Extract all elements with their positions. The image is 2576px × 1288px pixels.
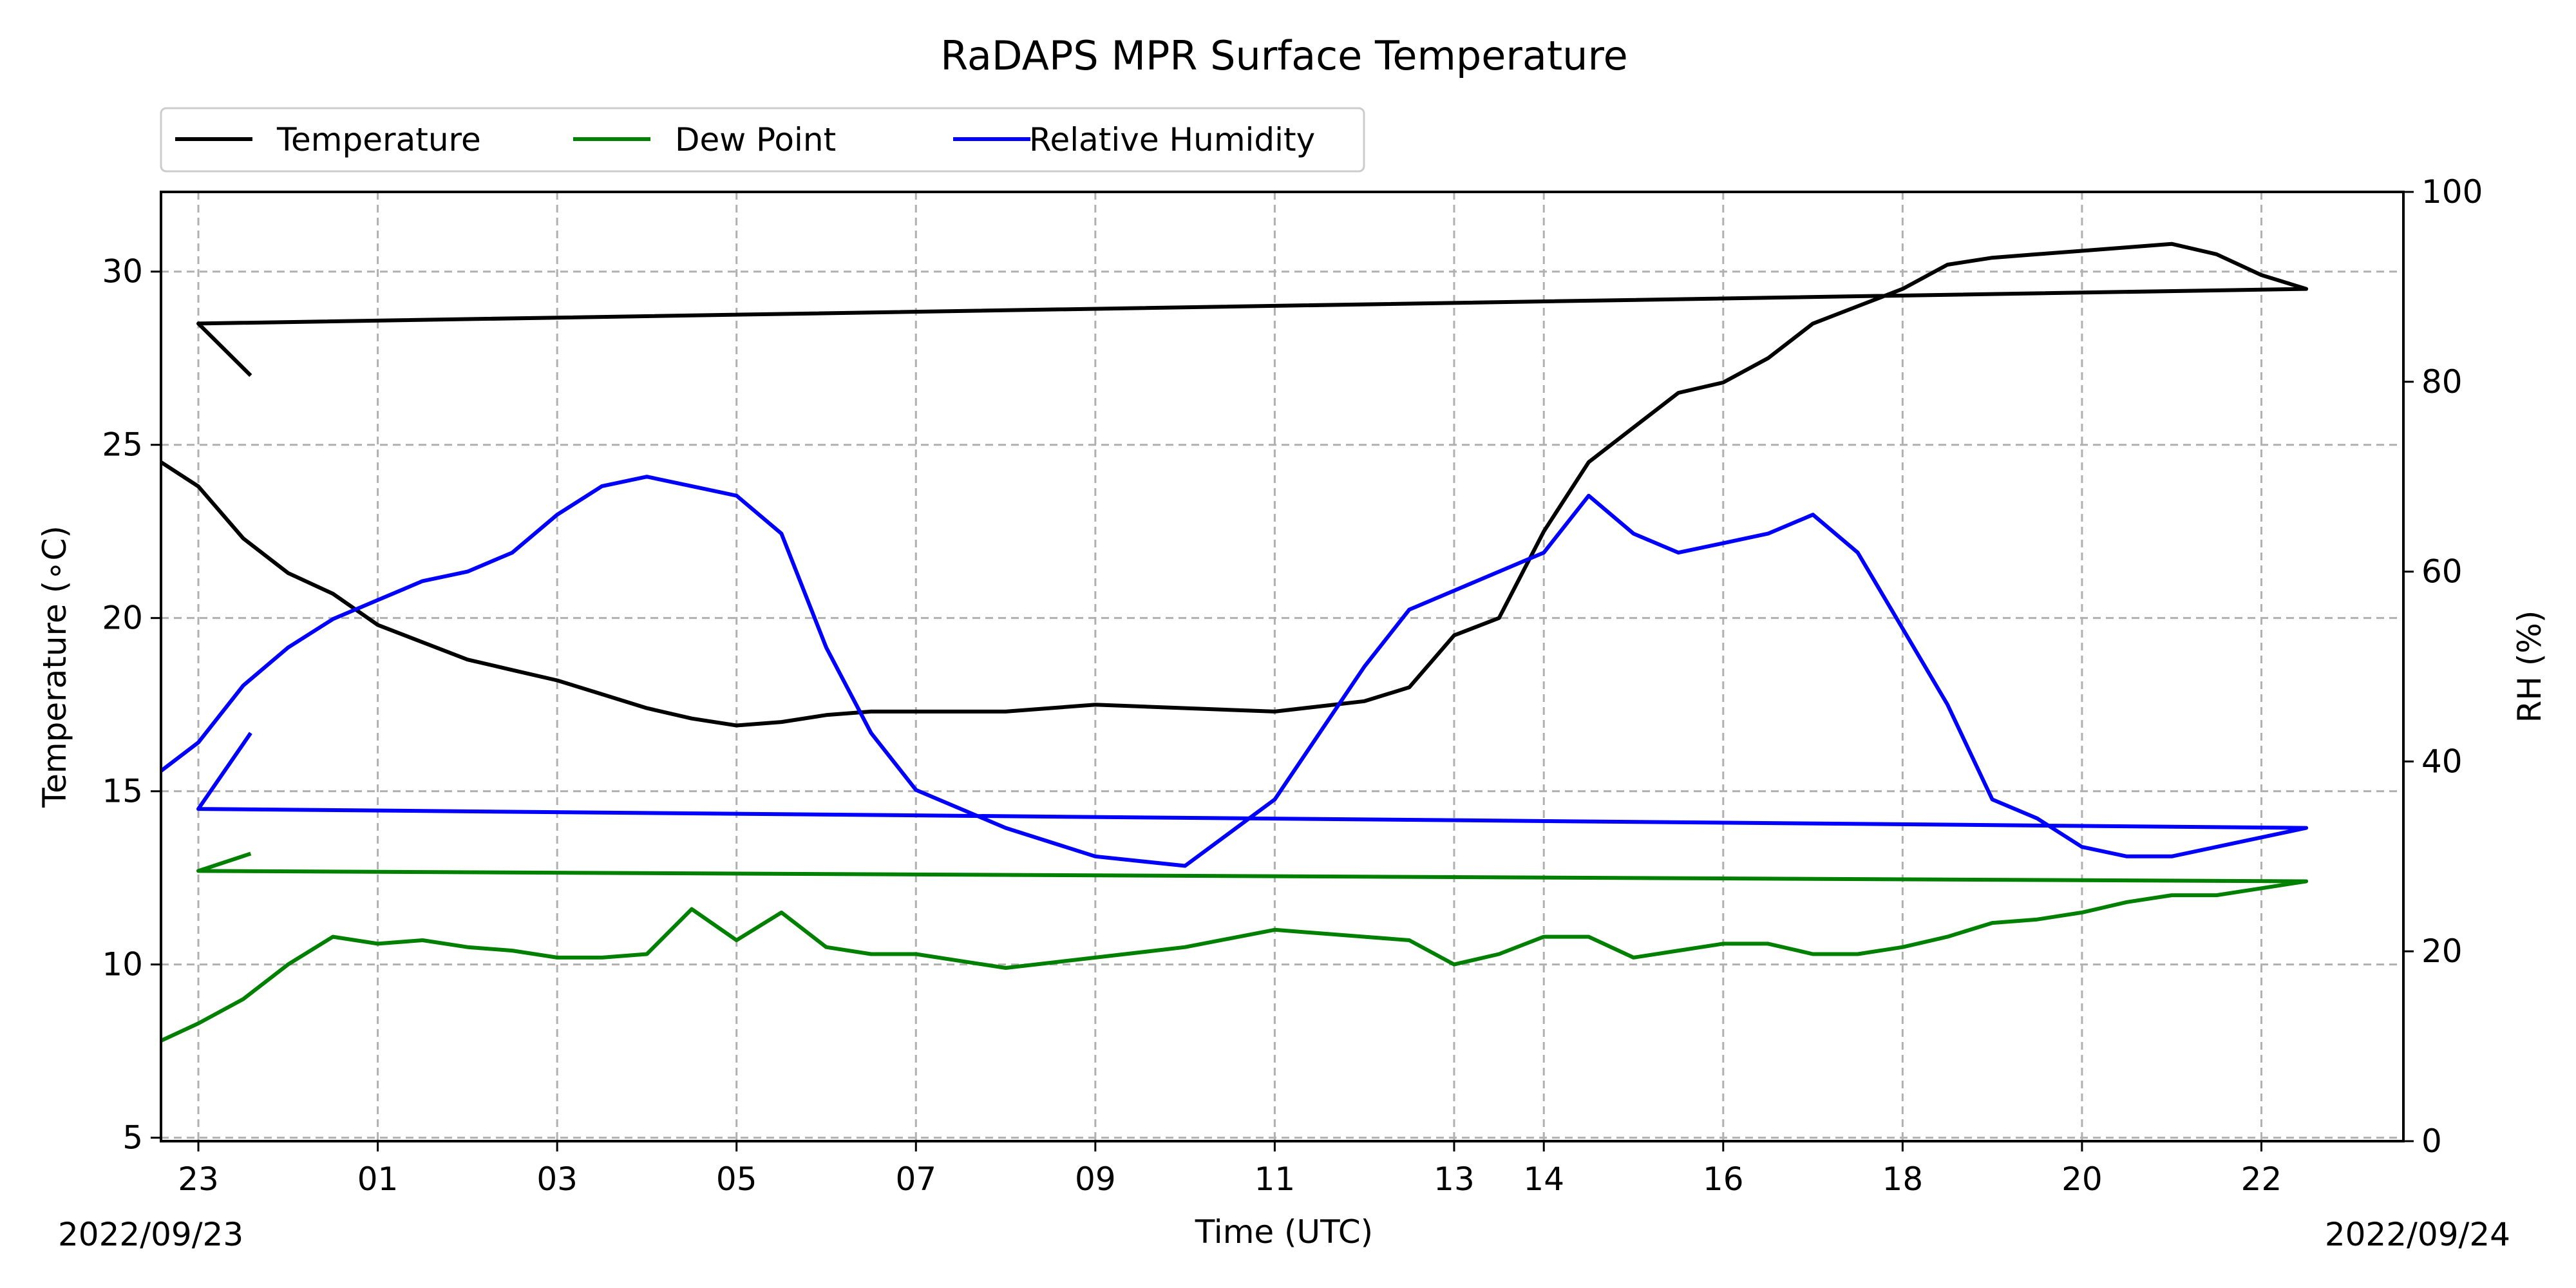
y-left-tick-label: 30	[102, 253, 143, 290]
left-axis: 5 10 15 20 25 30	[102, 253, 161, 1157]
end-date-label: 2022/09/24	[2325, 1216, 2510, 1253]
y-axis-right-label: RH (%)	[2511, 611, 2548, 723]
y-axis-left-label: Temperature (∘C)	[36, 526, 73, 808]
y-left-tick-label: 5	[122, 1119, 143, 1157]
x-axis: 23 01 03 05 07 09 11 13 14 16 18 20 22	[178, 1141, 2282, 1198]
legend-label-dew-point: Dew Point	[675, 121, 836, 158]
x-tick-label: 18	[1882, 1160, 1924, 1198]
y-left-tick-label: 25	[102, 426, 143, 464]
x-tick-label: 05	[716, 1160, 757, 1198]
legend-item-temperature: Temperature	[175, 121, 481, 158]
legend-item-relative-humidity: Relative Humidity	[953, 121, 1315, 158]
legend-box	[160, 107, 1365, 173]
y-right-tick-label: 20	[2421, 933, 2463, 970]
y-right-tick-label: 0	[2421, 1122, 2442, 1160]
x-tick-label: 20	[2061, 1160, 2103, 1198]
start-date-label: 2022/09/23	[58, 1216, 243, 1253]
x-tick-label: 07	[895, 1160, 936, 1198]
x-axis-label: Time (UTC)	[1195, 1213, 1373, 1251]
y-left-tick-label: 15	[102, 773, 143, 810]
y-right-tick-label: 80	[2421, 363, 2463, 401]
y-right-tick-label: 100	[2421, 173, 2483, 211]
series-layer	[160, 242, 2309, 1043]
legend-label-relative-humidity: Relative Humidity	[1029, 121, 1315, 158]
x-tick-label: 09	[1075, 1160, 1116, 1198]
x-tick-label: 14	[1523, 1160, 1564, 1198]
x-tick-label: 23	[178, 1160, 219, 1198]
plot-frame	[160, 191, 2405, 1142]
x-tick-label: 03	[536, 1160, 578, 1198]
y-left-tick-label: 10	[102, 946, 143, 983]
right-axis: 0 20 40 60 80 100	[2403, 173, 2483, 1160]
chart-title: RaDAPS MPR Surface Temperature	[940, 32, 1628, 79]
x-tick-label: 16	[1703, 1160, 1744, 1198]
y-right-tick-label: 60	[2421, 553, 2463, 591]
y-right-tick-label: 40	[2421, 743, 2463, 780]
x-tick-label: 01	[357, 1160, 399, 1198]
series-line-relative-humidity	[160, 475, 2309, 868]
x-tick-label: 11	[1255, 1160, 1296, 1198]
series-line-dew-point	[160, 851, 2309, 1043]
y-left-tick-label: 20	[102, 600, 143, 637]
x-tick-label: 22	[2241, 1160, 2282, 1198]
legend-item-dew-point: Dew Point	[573, 121, 836, 158]
legend-label-temperature: Temperature	[276, 121, 481, 158]
x-tick-label: 13	[1434, 1160, 1475, 1198]
legend: Temperature Dew Point Relative Humidity	[160, 107, 1365, 173]
series-line-temperature	[160, 242, 2309, 728]
